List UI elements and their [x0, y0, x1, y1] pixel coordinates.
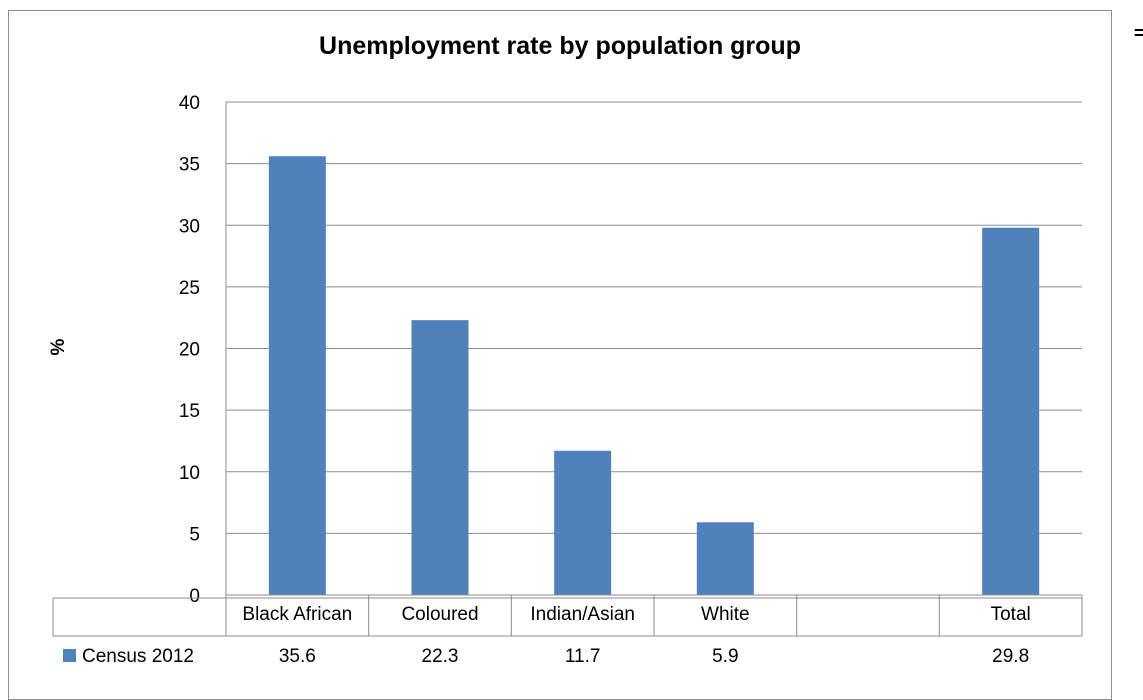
legend-key	[63, 649, 76, 662]
x-tick-label: Coloured	[401, 604, 478, 625]
bar	[982, 227, 1040, 595]
chart-title: Unemployment rate by population group	[319, 32, 801, 60]
corner-mark: =	[1134, 23, 1143, 43]
x-tick-label: White	[701, 604, 750, 625]
table-value: 29.8	[992, 646, 1029, 667]
y-tick-label: 35	[179, 155, 200, 176]
table-value: 11.7	[565, 646, 601, 667]
y-tick-label: 15	[179, 401, 200, 422]
y-tick-label: 10	[179, 463, 200, 484]
x-tick-label: Indian/Asian	[530, 604, 635, 625]
y-tick-label: 30	[179, 216, 200, 237]
legend-label: Census 2012	[82, 646, 194, 667]
bar	[411, 320, 469, 595]
table-value: 5.9	[712, 646, 738, 667]
bar-chart: 0 5 10 15 20 25 30 35 40 Black African Coloured Ind…	[52, 93, 1083, 667]
bar	[696, 522, 754, 595]
bar	[268, 156, 326, 596]
table-value: 22.3	[422, 646, 459, 667]
x-tick-label: Total	[991, 604, 1031, 625]
y-tick-label: 0	[189, 586, 200, 607]
y-tick-label: 25	[179, 278, 200, 299]
table-value: 35.6	[279, 646, 316, 667]
y-tick-label: 5	[189, 524, 200, 545]
bar	[554, 450, 612, 595]
y-tick-label: 40	[179, 93, 200, 114]
x-tick-label: Black African	[242, 604, 352, 625]
y-tick-label: 20	[179, 340, 200, 361]
